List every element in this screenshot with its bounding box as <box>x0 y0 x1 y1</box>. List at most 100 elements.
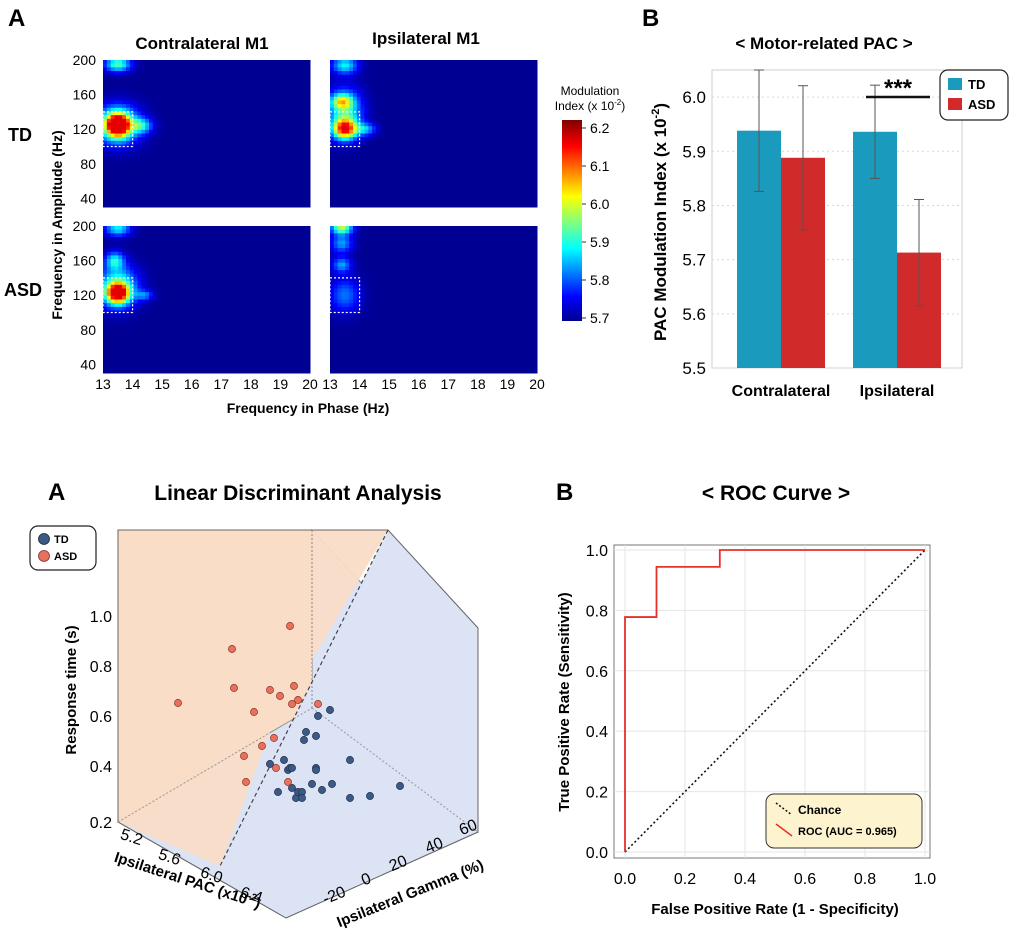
lda-point-td <box>318 786 326 794</box>
lda-point-td <box>314 712 322 720</box>
lda-z-tick: 60 <box>457 817 480 839</box>
colorbar-tick-label: 5.8 <box>590 272 610 288</box>
roc-y-tick: 0.8 <box>586 603 608 620</box>
bar-y-tick: 5.5 <box>682 359 706 378</box>
heatmap-col-title-0: Contralateral M1 <box>135 34 268 53</box>
heatmap-x-tick: 19 <box>500 376 516 392</box>
colorbar-gradient <box>562 120 582 321</box>
colorbar-tick-label: 6.0 <box>590 196 610 212</box>
lda-point-td <box>366 792 374 800</box>
lda-point-td <box>346 794 354 802</box>
lda-x-tick: 5.6 <box>156 846 183 869</box>
lda-z-tick: 20 <box>387 853 410 875</box>
lda-point-td <box>396 782 404 790</box>
roc-xlabel: False Positive Rate (1 - Specificity) <box>651 901 899 918</box>
lda-legend: TD ASD <box>29 525 97 571</box>
lda-point-td <box>346 756 354 764</box>
lda-point-asd <box>270 734 278 742</box>
bar-y-tick: 5.8 <box>682 196 706 215</box>
heatmap-x-tick: 17 <box>440 376 456 392</box>
bar-marks <box>737 69 941 368</box>
heatmap-cell-0 <box>102 60 311 208</box>
heatmap-cell-3 <box>329 226 538 374</box>
lda-inner-edge-2 <box>117 707 313 823</box>
heatmap-y-tick: 40 <box>80 190 96 206</box>
lda-td-region-right <box>220 530 478 918</box>
heatmap-col-title-1: Ipsilateral M1 <box>372 29 480 48</box>
bar-title: < Motor-related PAC > <box>735 34 912 53</box>
roc-x-tick: 0.0 <box>614 871 636 888</box>
heatmap-y-tick: 120 <box>73 121 97 137</box>
roc-y-tick: 1.0 <box>586 543 608 560</box>
bar-legend-label-asd: ASD <box>968 97 995 112</box>
roc-legend-roc-label: ROC (AUC = 0.965) <box>798 826 897 838</box>
roc-x-tick: 0.8 <box>854 871 876 888</box>
lda-z-tick: 40 <box>423 835 446 857</box>
roc-chance-line <box>624 549 926 853</box>
roc-axis-ticks: 0.0 0.2 0.4 0.6 0.8 1.0 0.0 0.2 0.4 0.6 0.8 1.0 <box>586 543 936 888</box>
lda-point-td <box>328 780 336 788</box>
roc-legend-chance-label: Chance <box>798 803 842 817</box>
lda-legend-marker-td <box>38 533 50 545</box>
heatmap-row-label-0: TD <box>8 125 32 145</box>
colorbar-tick-label: 6.1 <box>590 158 610 174</box>
heatmap-x-tick: 16 <box>411 376 427 392</box>
bar-category-label: Contralateral <box>732 383 831 400</box>
heatmap-x-tick: 20 <box>529 376 545 392</box>
lda-point-td <box>288 764 296 772</box>
colorbar-tick-label: 5.7 <box>590 310 610 326</box>
bar-y-tick: 5.7 <box>682 251 706 270</box>
bar-panel: B < Motor-related PAC > PAC Modulation I… <box>642 5 1009 400</box>
lda-legend-box <box>29 525 97 571</box>
roc-legend-box <box>765 793 923 849</box>
heatmap-x-tick: 15 <box>154 376 170 392</box>
error-bar <box>754 69 764 192</box>
bar-legend-swatch-td <box>948 78 962 90</box>
lda-y-tick: 1.0 <box>90 609 112 626</box>
lda-panel: A Linear Discriminant Analysis 0.2 0.4 0.6… <box>29 479 486 931</box>
lda-legend-label-td: TD <box>54 534 69 546</box>
heatmap-y-tick: 80 <box>80 156 96 172</box>
roc-x-tick: 0.4 <box>734 871 756 888</box>
panel-label-b-top: B <box>642 5 659 32</box>
lda-legend-label-asd: ASD <box>54 551 77 563</box>
roc-y-tick: 0.2 <box>586 785 608 802</box>
heatmap-y-tick: 160 <box>73 87 97 103</box>
heatmap-x-tick: 19 <box>273 376 289 392</box>
significance-stars: *** <box>884 75 913 102</box>
lda-y-tick: 0.6 <box>90 709 112 726</box>
heatmap-x-tick: 18 <box>243 376 259 392</box>
error-bar <box>798 85 808 231</box>
heatmap-x-tick: 13 <box>95 376 111 392</box>
roc-x-tick: 1.0 <box>914 871 936 888</box>
lda-point-asd <box>288 700 296 708</box>
lda-point-asd <box>290 682 298 690</box>
bar-ylabel: PAC Modulation Index (x 10-2) <box>650 103 670 341</box>
heatmap-y-tick: 160 <box>73 253 97 269</box>
lda-point-td <box>308 780 316 788</box>
panel-label-a-bottom: A <box>48 479 65 506</box>
heatmap-cell-2 <box>102 226 311 374</box>
heatmap-y-tick: 120 <box>73 287 97 303</box>
lda-points <box>174 622 404 802</box>
lda-point-asd <box>228 645 236 653</box>
roc-legend-chance-line <box>775 802 793 816</box>
lda-x-tick: 6.0 <box>198 864 225 887</box>
lda-point-td <box>266 760 274 768</box>
bar-axis-ticks: 5.5 5.6 5.7 5.8 5.9 6.0 Contralateral Ipsilater… <box>682 88 934 400</box>
heatmap-x-tick: 13 <box>322 376 338 392</box>
heatmap-y-tick: 80 <box>80 322 96 338</box>
bar-legend-swatch-asd <box>948 98 962 110</box>
error-bar <box>870 84 880 179</box>
lda-x-tick: 5.2 <box>118 826 145 849</box>
lda-inner-edge-3 <box>311 707 479 833</box>
lda-y-tick: 0.4 <box>90 759 112 776</box>
lda-point-td <box>298 794 306 802</box>
roc-ylabel: True Positive Rate (Sensitivity) <box>556 592 573 811</box>
roc-title: < ROC Curve > <box>702 482 850 505</box>
roc-legend-roc-line <box>775 823 793 837</box>
lda-ylabel: Response time (s) <box>63 625 80 754</box>
roc-legend: Chance ROC (AUC = 0.965) <box>765 793 923 849</box>
lda-point-asd <box>286 622 294 630</box>
